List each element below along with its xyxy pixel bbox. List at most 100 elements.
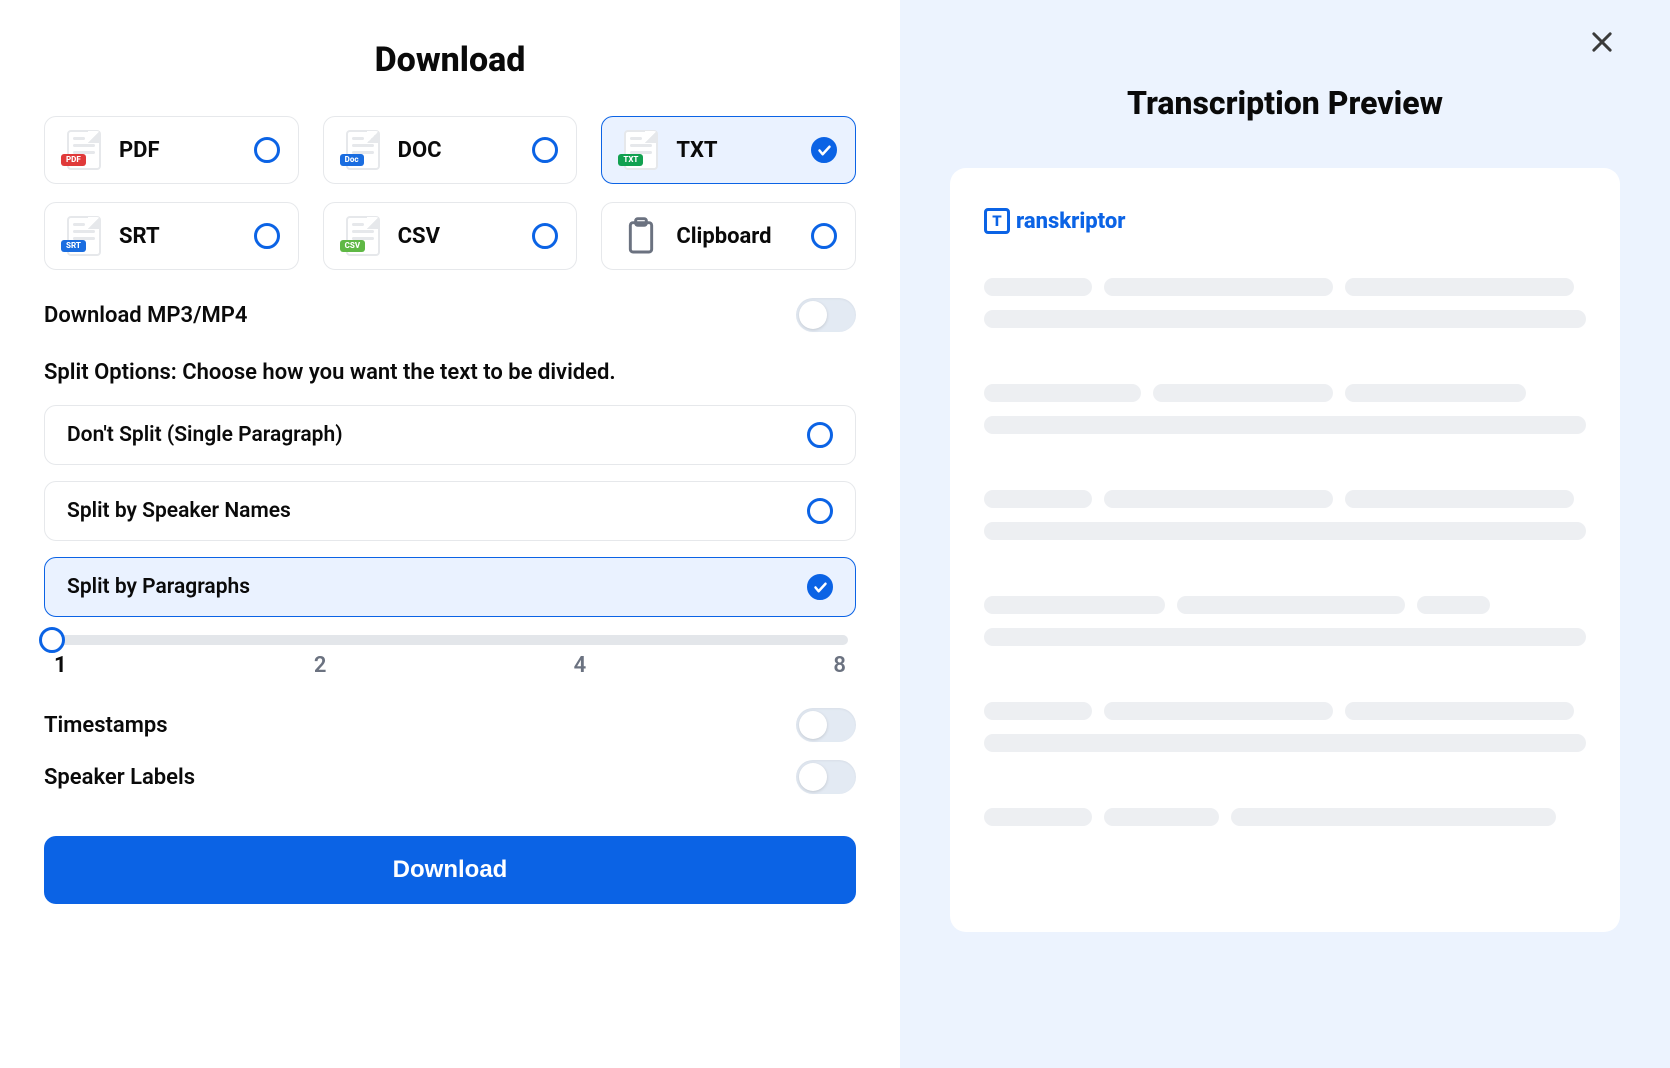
format-option-clip[interactable]: Clipboard xyxy=(601,202,856,270)
speaker-labels-row: Speaker Labels xyxy=(44,760,856,794)
skeleton-bar xyxy=(984,384,1141,402)
skeleton-bar xyxy=(1104,702,1333,720)
file-icon: SRT xyxy=(67,216,101,256)
skeleton-row xyxy=(984,596,1586,614)
brand-logo-mark: T xyxy=(984,208,1010,234)
paragraph-slider: 1248 xyxy=(52,635,848,678)
split-option-speaker[interactable]: Split by Speaker Names xyxy=(44,481,856,541)
format-radio[interactable] xyxy=(254,137,280,163)
split-option-label: Split by Paragraphs xyxy=(67,575,250,599)
format-label: TXT xyxy=(676,138,811,163)
file-icon: PDF xyxy=(67,130,101,170)
format-option-csv[interactable]: CSV CSV xyxy=(323,202,578,270)
preview-skeletons xyxy=(984,278,1586,826)
skeleton-bar xyxy=(984,808,1092,826)
slider-ticks: 1248 xyxy=(52,653,848,678)
format-option-srt[interactable]: SRT SRT xyxy=(44,202,299,270)
format-option-txt[interactable]: TXT TXT xyxy=(601,116,856,184)
skeleton-bar xyxy=(1104,278,1333,296)
download-button[interactable]: Download xyxy=(44,836,856,904)
brand-logo: Transkriptor xyxy=(984,208,1586,234)
download-media-label: Download MP3/MP4 xyxy=(44,303,247,328)
slider-tick: 2 xyxy=(314,653,327,678)
split-option-label: Split by Speaker Names xyxy=(67,499,291,523)
skeleton-bar xyxy=(984,702,1092,720)
skeleton-bar xyxy=(1345,702,1574,720)
slider-tick: 4 xyxy=(574,653,587,678)
skeleton-bar xyxy=(1345,278,1574,296)
skeleton-group xyxy=(984,808,1586,826)
skeleton-row xyxy=(984,734,1586,752)
skeleton-bar xyxy=(984,522,1586,540)
skeleton-row xyxy=(984,278,1586,296)
preview-card: Transkriptor xyxy=(950,168,1620,932)
split-radio[interactable] xyxy=(807,422,833,448)
timestamps-toggle[interactable] xyxy=(796,708,856,742)
skeleton-bar xyxy=(1417,596,1489,614)
format-radio[interactable] xyxy=(532,137,558,163)
skeleton-row xyxy=(984,522,1586,540)
skeleton-bar xyxy=(984,628,1586,646)
skeleton-bar xyxy=(984,734,1586,752)
format-option-pdf[interactable]: PDF PDF xyxy=(44,116,299,184)
split-radio[interactable] xyxy=(807,498,833,524)
skeleton-bar xyxy=(1104,490,1333,508)
skeleton-group xyxy=(984,596,1586,646)
split-option-none[interactable]: Don't Split (Single Paragraph) xyxy=(44,405,856,465)
app-root: Download PDF PDF Doc DOC TXT TXT SRT SRT xyxy=(0,0,1670,1068)
format-radio[interactable] xyxy=(254,223,280,249)
skeleton-bar xyxy=(1345,490,1574,508)
split-radio[interactable] xyxy=(807,574,833,600)
timestamps-row: Timestamps xyxy=(44,708,856,742)
clipboard-icon xyxy=(625,217,657,255)
skeleton-bar xyxy=(1177,596,1406,614)
format-label: CSV xyxy=(398,224,533,249)
download-title: Download xyxy=(44,40,856,80)
format-radio[interactable] xyxy=(811,223,837,249)
split-options-list: Don't Split (Single Paragraph) Split by … xyxy=(44,405,856,617)
skeleton-bar xyxy=(1153,384,1334,402)
skeleton-group xyxy=(984,384,1586,434)
format-label: Clipboard xyxy=(676,224,811,249)
skeleton-bar xyxy=(1231,808,1556,826)
skeleton-bar xyxy=(1345,384,1526,402)
speaker-labels-toggle[interactable] xyxy=(796,760,856,794)
skeleton-bar xyxy=(984,596,1165,614)
skeleton-row xyxy=(984,808,1586,826)
file-icon: CSV xyxy=(346,216,380,256)
format-label: SRT xyxy=(119,224,254,249)
skeleton-row xyxy=(984,384,1586,402)
format-label: DOC xyxy=(398,138,533,163)
skeleton-bar xyxy=(984,278,1092,296)
preview-title: Transcription Preview xyxy=(950,84,1620,122)
format-option-doc[interactable]: Doc DOC xyxy=(323,116,578,184)
split-option-label: Don't Split (Single Paragraph) xyxy=(67,423,343,447)
skeleton-bar xyxy=(984,490,1092,508)
slider-tick: 8 xyxy=(833,653,846,678)
skeleton-row xyxy=(984,628,1586,646)
format-radio[interactable] xyxy=(532,223,558,249)
skeleton-row xyxy=(984,416,1586,434)
skeleton-bar xyxy=(984,416,1586,434)
timestamps-label: Timestamps xyxy=(44,713,168,738)
download-panel: Download PDF PDF Doc DOC TXT TXT SRT SRT xyxy=(0,0,900,1068)
format-radio[interactable] xyxy=(811,137,837,163)
skeleton-group xyxy=(984,702,1586,752)
skeleton-group xyxy=(984,490,1586,540)
close-icon[interactable] xyxy=(1588,28,1620,60)
skeleton-row xyxy=(984,490,1586,508)
skeleton-row xyxy=(984,310,1586,328)
format-label: PDF xyxy=(119,138,254,163)
slider-track[interactable] xyxy=(52,635,848,645)
skeleton-bar xyxy=(1104,808,1218,826)
skeleton-group xyxy=(984,278,1586,328)
split-option-para[interactable]: Split by Paragraphs xyxy=(44,557,856,617)
download-media-toggle[interactable] xyxy=(796,298,856,332)
file-icon: Doc xyxy=(346,130,380,170)
file-icon: TXT xyxy=(624,130,658,170)
skeleton-bar xyxy=(984,310,1586,328)
download-media-row: Download MP3/MP4 xyxy=(44,298,856,332)
speaker-labels-label: Speaker Labels xyxy=(44,765,195,790)
preview-panel: Transcription Preview Transkriptor xyxy=(900,0,1670,1068)
slider-thumb[interactable] xyxy=(39,627,65,653)
